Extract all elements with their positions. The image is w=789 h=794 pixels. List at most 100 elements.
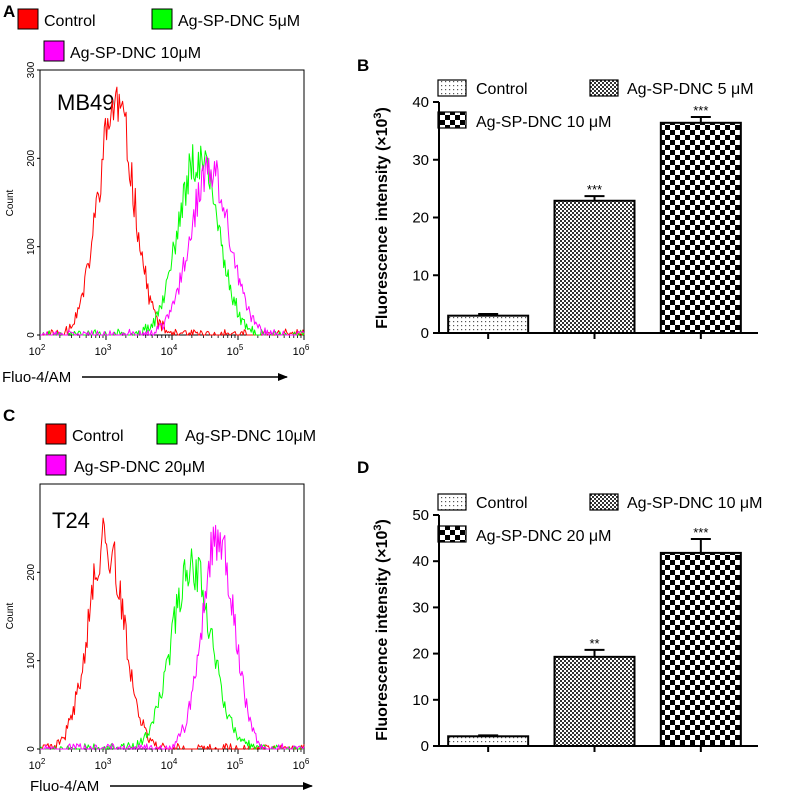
x-tick-label: 103 <box>95 757 112 772</box>
y-tick-label: 30 <box>412 152 429 169</box>
y-tick-label: 40 <box>412 94 429 111</box>
y-tick-label: 20 <box>412 210 429 227</box>
significance-label: ** <box>589 636 599 651</box>
y-tick-label: 30 <box>412 599 429 616</box>
panel-letter-c: C <box>3 406 15 425</box>
significance-label: *** <box>693 103 708 118</box>
legend-label-control-b: Control <box>476 81 528 98</box>
x-tick-base: 10 <box>29 346 41 358</box>
panel-letter-d: D <box>357 458 369 477</box>
y-tick-label: 0 <box>421 325 429 342</box>
legend-label-ag-5um: Ag-SP-DNC 5μM <box>178 13 300 30</box>
x-tick-base: 10 <box>227 760 239 772</box>
y-axis-label-end-d: ) <box>374 519 391 524</box>
significance-label: *** <box>587 182 602 197</box>
x-tick-base: 10 <box>293 760 305 772</box>
bar-control <box>447 735 530 747</box>
x-tick-base: 10 <box>293 346 305 358</box>
bar-ag-sp-dnc-5-m <box>553 199 636 334</box>
histogram-curve-ag-sp-dnc-10-m <box>40 156 305 336</box>
x-tick-label: 103 <box>95 343 112 358</box>
x-tick-exponent: 6 <box>305 343 310 352</box>
bar-ag-sp-dnc-10-m <box>553 655 636 747</box>
legend-label-ag-10um: Ag-SP-DNC 10μM <box>70 45 201 62</box>
legend-swatch-control-b <box>437 79 467 97</box>
y-axis-label-sup-b: 3 <box>372 112 384 118</box>
legend-label-ag-20um-c: Ag-SP-DNC 20μM <box>74 459 205 476</box>
x-tick-label: 102 <box>29 343 46 358</box>
histogram-curve-control <box>40 86 305 336</box>
x-tick-label: 104 <box>161 757 178 772</box>
legend-swatch-20um-d <box>437 525 467 543</box>
x-tick-label: 102 <box>29 757 46 772</box>
y-tick-label: 100 <box>26 238 37 255</box>
x-axis-label-fluo-a: Fluo-4/AM <box>2 369 71 386</box>
y-axis-label-fluorescence-b: Fluorescence intensity (×103) <box>372 107 391 329</box>
legend-label-10um-d: Ag-SP-DNC 10 μM <box>627 495 762 512</box>
bar-ag-sp-dnc-20-m <box>659 551 742 747</box>
x-tick-exponent: 3 <box>107 757 112 766</box>
y-tick-label: 0 <box>26 746 37 752</box>
x-tick-base: 10 <box>29 760 41 772</box>
y-tick-label: 0 <box>26 332 37 338</box>
legend-label-control-d: Control <box>476 495 528 512</box>
significance-label: *** <box>693 525 708 540</box>
x-tick-base: 10 <box>95 346 107 358</box>
histogram-curve-control <box>40 517 305 750</box>
x-tick-label: 106 <box>293 757 310 772</box>
x-tick-label: 105 <box>227 757 244 772</box>
x-tick-base: 10 <box>95 760 107 772</box>
panel-a: Control Ag-SP-DNC 5μM Ag-SP-DNC 10μM MB4… <box>2 8 310 386</box>
legend-swatch-control-c <box>45 423 67 445</box>
sample-label-mb49: MB49 <box>57 90 114 115</box>
y-axis-label-count-c: Count <box>5 602 16 629</box>
y-tick-label: 100 <box>26 652 37 669</box>
x-tick-exponent: 6 <box>305 757 310 766</box>
y-axis-label-end-b: ) <box>374 107 391 112</box>
histogram-curve-ag-sp-dnc-20-m <box>40 524 305 750</box>
x-tick-exponent: 4 <box>173 343 178 352</box>
y-tick-label: 10 <box>412 692 429 709</box>
y-tick-label: 0 <box>421 738 429 755</box>
bar-control <box>447 314 530 334</box>
panel-letter-a: A <box>3 2 15 21</box>
legend-label-10um-b: Ag-SP-DNC 10 μM <box>476 114 611 131</box>
histogram-curve-ag-sp-dnc-10-m <box>39 548 304 750</box>
panel-b: Control Ag-SP-DNC 5 μM Ag-SP-DNC 10 μM F… <box>372 79 758 342</box>
y-tick-label: 50 <box>412 507 429 524</box>
legend-label-ag-10um-c: Ag-SP-DNC 10μM <box>185 428 316 445</box>
legend-swatch-control-d <box>437 493 467 511</box>
x-tick-exponent: 5 <box>239 757 244 766</box>
y-tick-label: 40 <box>412 553 429 570</box>
legend-swatch-ag-5um <box>151 8 173 30</box>
y-axis-label-sup-d: 3 <box>372 524 384 530</box>
panel-c: Control Ag-SP-DNC 10μM Ag-SP-DNC 20μM T2… <box>5 423 316 794</box>
legend-swatch-5um-b <box>589 79 619 97</box>
y-axis-label-count-a: Count <box>5 189 16 216</box>
legend-label-control: Control <box>44 13 96 30</box>
y-axis-label-main-b: Fluorescence intensity (×10 <box>374 118 391 328</box>
x-tick-exponent: 3 <box>107 343 112 352</box>
legend-swatch-10um-b <box>437 111 467 129</box>
legend-a: Control Ag-SP-DNC 5μM Ag-SP-DNC 10μM <box>17 8 300 62</box>
y-axis-label-main-d: Fluorescence intensity (×10 <box>374 530 391 740</box>
x-tick-exponent: 2 <box>41 757 46 766</box>
x-tick-exponent: 5 <box>239 343 244 352</box>
x-tick-label: 106 <box>293 343 310 358</box>
x-axis-label-fluo-c: Fluo-4/AM <box>30 778 99 794</box>
legend-swatch-ag-10um-c <box>156 423 178 445</box>
x-tick-base: 10 <box>161 346 173 358</box>
histogram-curve-ag-sp-dnc-5-m <box>40 144 305 336</box>
x-tick-exponent: 4 <box>173 757 178 766</box>
x-tick-exponent: 2 <box>41 343 46 352</box>
legend-label-5um-b: Ag-SP-DNC 5 μM <box>627 81 754 98</box>
y-tick-label: 300 <box>26 61 37 78</box>
bar-ag-sp-dnc-10-m <box>659 121 742 335</box>
legend-label-20um-d: Ag-SP-DNC 20 μM <box>476 528 611 545</box>
x-tick-base: 10 <box>161 760 173 772</box>
legend-swatch-10um-d <box>589 493 619 511</box>
legend-label-control-c: Control <box>72 428 124 445</box>
panel-d: Control Ag-SP-DNC 10 μM Ag-SP-DNC 20 μM … <box>372 493 762 755</box>
y-tick-label: 10 <box>412 267 429 284</box>
